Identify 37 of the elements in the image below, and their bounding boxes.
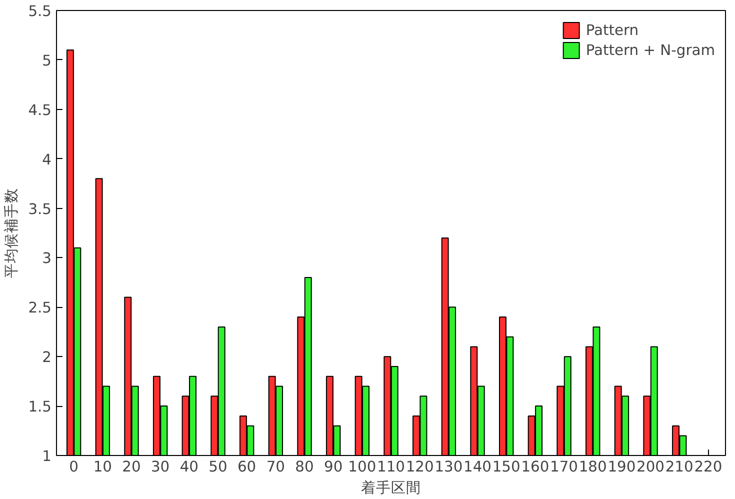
x-tick-label: 20 bbox=[122, 458, 141, 476]
x-tick-label: 80 bbox=[295, 458, 314, 476]
x-tick-label: 120 bbox=[406, 458, 434, 476]
y-axis-title: 平均候補手数 bbox=[3, 188, 20, 278]
legend-label: Pattern + N-gram bbox=[586, 42, 715, 58]
x-tick-label: 130 bbox=[434, 458, 463, 476]
y-tick-label: 5 bbox=[42, 52, 52, 70]
x-tick-label: 160 bbox=[521, 458, 550, 476]
y-tick-label: 2 bbox=[42, 349, 52, 366]
y-tick-label: 2.5 bbox=[28, 300, 52, 317]
x-tick-label: 210 bbox=[665, 458, 694, 476]
y-tick-label: 4 bbox=[42, 151, 52, 168]
x-tick-label: 110 bbox=[377, 458, 405, 476]
x-tick-label: 0 bbox=[69, 458, 78, 476]
x-tick-label: 70 bbox=[266, 458, 285, 476]
y-tick-label: 1 bbox=[42, 448, 52, 465]
x-tick-label: 200 bbox=[636, 458, 665, 476]
x-tick-label: 10 bbox=[93, 458, 112, 476]
y-tick-label: 3 bbox=[42, 250, 52, 268]
y-tick-label: 4.5 bbox=[28, 102, 52, 119]
x-tick-label: 50 bbox=[208, 458, 228, 476]
x-tick-label: 30 bbox=[150, 458, 170, 476]
x-tick-label: 40 bbox=[180, 458, 198, 476]
x-tick-label: 100 bbox=[348, 458, 376, 476]
x-tick-label: 220 bbox=[694, 458, 722, 476]
legend-label: Pattern bbox=[586, 22, 639, 38]
x-tick-label: 90 bbox=[324, 458, 343, 476]
y-tick-label: 5.5 bbox=[28, 3, 52, 20]
x-tick-label: 170 bbox=[550, 458, 578, 476]
x-tick-label: 150 bbox=[492, 458, 520, 476]
x-axis-title: 着手区間 bbox=[361, 480, 421, 496]
y-tick-label: 3.5 bbox=[28, 200, 52, 218]
y-tick-label: 1.5 bbox=[28, 398, 52, 416]
x-tick-label: 180 bbox=[578, 458, 607, 476]
x-tick-label: 140 bbox=[464, 458, 492, 476]
x-tick-label: 190 bbox=[608, 458, 636, 476]
x-tick-label: 60 bbox=[237, 458, 256, 476]
